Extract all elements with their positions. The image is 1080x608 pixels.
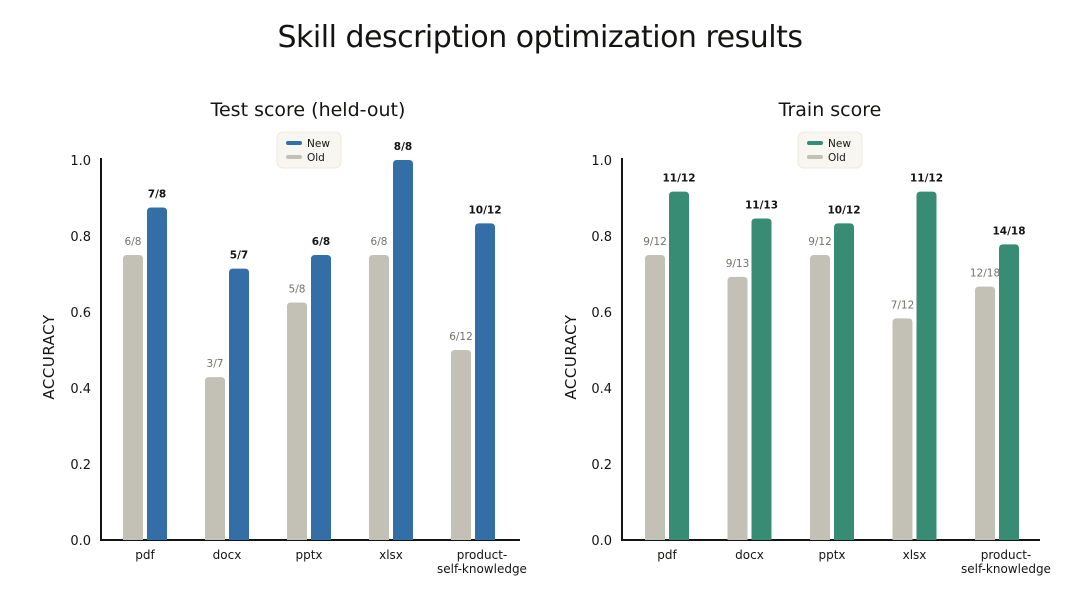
legend-label-old: Old (828, 152, 846, 164)
y-axis-label: ACCURACY (562, 314, 580, 399)
legend-label-new: New (307, 138, 330, 150)
data-label-new: 11/13 (745, 199, 778, 211)
data-label-old: 3/7 (207, 358, 224, 370)
x-tick-label-line: pdf (657, 548, 677, 562)
bar-new-3 (916, 191, 937, 541)
bar-old-1 (727, 276, 748, 540)
x-tick-label: pptx (295, 548, 322, 562)
bar-new-1 (751, 218, 772, 540)
bar-new-4 (999, 244, 1019, 540)
x-tick-label: docx (735, 548, 764, 562)
legend-swatch-old (807, 155, 823, 159)
x-tick-label: xlsx (903, 548, 927, 562)
bar-new-1 (229, 268, 249, 540)
y-tick-label: 0.4 (70, 382, 91, 397)
y-tick-label: 1.0 (591, 154, 612, 169)
legend-swatch-new (286, 141, 302, 145)
bar-old-3 (369, 255, 389, 540)
x-tick-label-line: pdf (135, 548, 155, 562)
legend-swatch-new (807, 141, 823, 145)
y-tick-label: 1.0 (70, 154, 91, 169)
data-label-new: 7/8 (148, 189, 166, 201)
x-tick-label: pdf (657, 548, 677, 562)
y-tick-label: 0.2 (70, 458, 91, 473)
chart-title: Test score (held-out) (210, 99, 406, 121)
data-label-new: 6/8 (312, 236, 330, 248)
x-tick-label: xlsx (379, 548, 403, 562)
bar-new-0 (147, 207, 167, 540)
bar-old-0 (123, 255, 143, 540)
x-tick-label-line: docx (735, 548, 764, 562)
x-tick-label-line: docx (213, 548, 242, 562)
legend: New Old (276, 131, 342, 169)
test-score-chart: Test score (held-out) ACCURACY 0.0 0.2 0.4 0.… (40, 99, 527, 576)
y-axis-label: ACCURACY (40, 314, 58, 399)
data-label-new: 10/12 (468, 204, 501, 216)
bar-old-1 (205, 377, 225, 540)
y-tick-label: 0.4 (591, 382, 612, 397)
x-tick-label: product-self-knowledge (437, 548, 527, 576)
data-label-old: 7/12 (891, 299, 915, 311)
bar-new-2 (834, 223, 854, 540)
bar-old-0 (645, 255, 665, 540)
bar-old-4 (975, 286, 995, 540)
bar-old-4 (451, 350, 471, 540)
x-tick-label: docx (213, 548, 242, 562)
legend-label-new: New (828, 138, 851, 150)
x-tick-label: pptx (818, 548, 845, 562)
bar-new-4 (475, 223, 495, 540)
y-tick-label: 0.2 (591, 458, 612, 473)
legend-swatch-old (286, 155, 302, 159)
bar-new-2 (311, 255, 331, 540)
chart-title: Train score (778, 99, 882, 121)
data-label-old: 6/8 (371, 236, 388, 248)
x-tick-label-line: product- (457, 548, 507, 562)
data-label-old: 9/12 (808, 236, 832, 248)
data-label-new: 11/12 (910, 173, 943, 185)
data-label-old: 9/13 (726, 258, 750, 270)
y-tick-label: 0.6 (70, 306, 91, 321)
y-tick-label: 0.0 (591, 534, 612, 549)
data-label-old: 6/8 (125, 236, 142, 248)
legend-label-old: Old (307, 152, 325, 164)
x-tick-label-line: pptx (295, 548, 322, 562)
x-tick-label-line: self-knowledge (961, 562, 1051, 576)
data-label-old: 12/18 (970, 268, 1000, 280)
x-tick-label: pdf (135, 548, 155, 562)
x-tick-label-line: pptx (818, 548, 845, 562)
y-tick-label: 0.0 (70, 534, 91, 549)
y-tick-label: 0.8 (591, 230, 612, 245)
bar-new-0 (669, 191, 689, 541)
data-label-new: 5/7 (230, 250, 248, 262)
bar-old-2 (810, 255, 830, 540)
x-tick-label: product-self-knowledge (961, 548, 1051, 576)
x-tick-label-line: product- (981, 548, 1031, 562)
bar-new-3 (393, 160, 413, 540)
data-label-new: 10/12 (827, 204, 860, 216)
y-tick-label: 0.8 (70, 230, 91, 245)
main-title: Skill description optimization results (277, 20, 803, 55)
data-label-new: 8/8 (394, 141, 412, 153)
x-tick-label-line: self-knowledge (437, 562, 527, 576)
x-tick-label-line: xlsx (379, 548, 403, 562)
data-label-old: 5/8 (289, 284, 306, 296)
bar-old-2 (287, 302, 307, 540)
data-label-new: 11/12 (662, 173, 695, 185)
train-score-chart: Train score ACCURACY 0.0 0.2 0.4 0.6 0.8 1.0 9/1… (562, 99, 1051, 576)
x-tick-label-line: xlsx (903, 548, 927, 562)
data-label-new: 14/18 (992, 225, 1025, 237)
data-label-old: 9/12 (643, 236, 667, 248)
legend: New Old (797, 131, 863, 169)
bar-old-3 (892, 318, 913, 540)
y-tick-label: 0.6 (591, 306, 612, 321)
data-label-old: 6/12 (449, 331, 473, 343)
